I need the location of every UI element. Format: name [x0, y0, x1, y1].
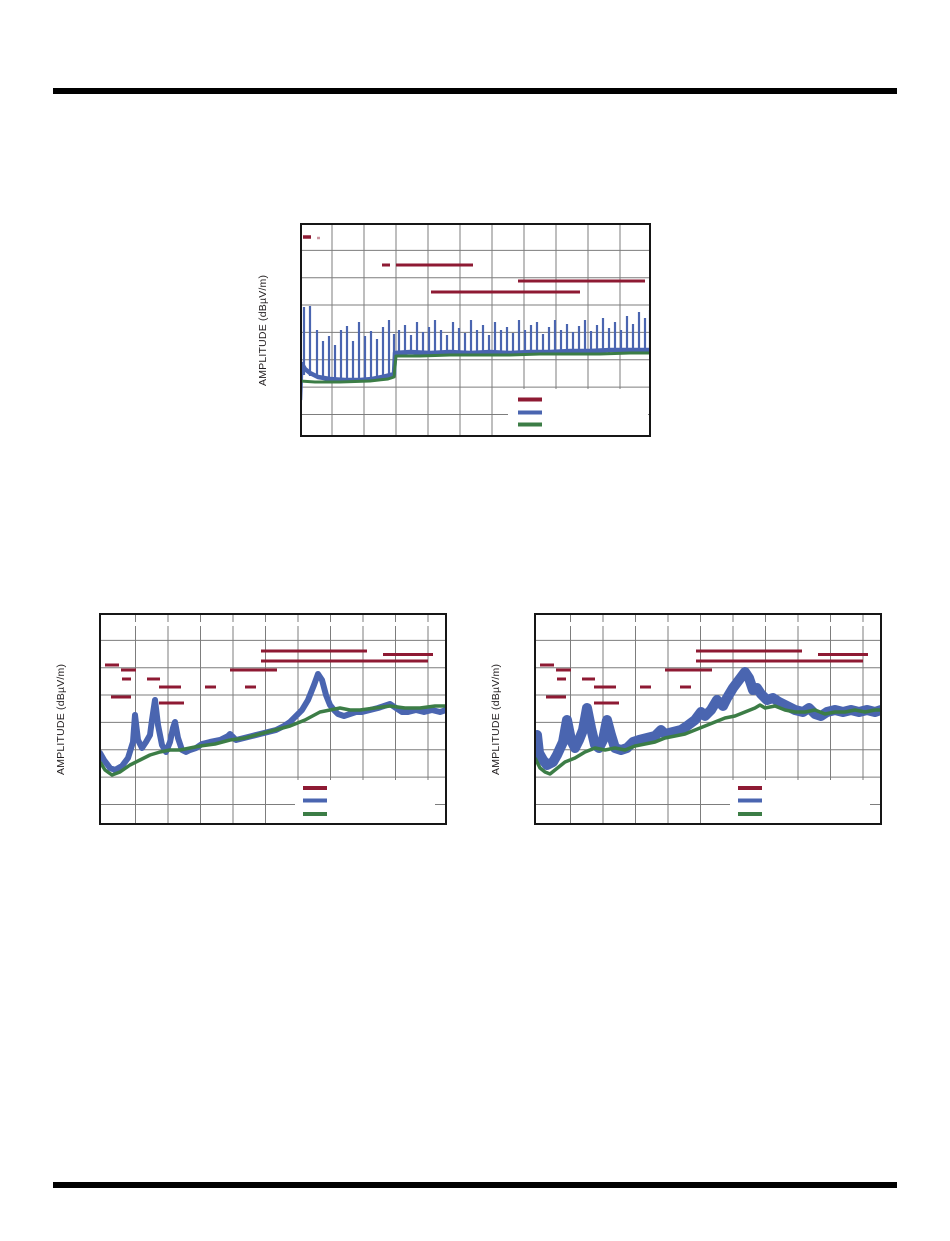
chart3-y-axis-label: AMPLITUDE (dBµV/m)	[490, 663, 502, 775]
emi-plot-svg	[300, 223, 651, 437]
plot-border	[534, 613, 882, 825]
emi-plot-svg	[99, 613, 447, 825]
grid-lines	[300, 223, 651, 437]
chart1-y-axis-label: AMPLITUDE (dBµV/m)	[257, 274, 269, 386]
grid-lines	[534, 615, 882, 825]
blue-emission-trace	[300, 306, 651, 401]
emi-plot-bottom-left	[99, 613, 447, 825]
green-noise-floor-trace	[99, 704, 446, 777]
limit-line-segments	[540, 649, 868, 705]
header-rule	[53, 88, 897, 94]
limit-line-segments	[105, 649, 433, 705]
legend	[508, 389, 648, 435]
chart2-y-axis-label: AMPLITUDE (dBµV/m)	[55, 663, 67, 775]
limit-line-segments	[303, 235, 645, 294]
green-noise-floor-trace	[300, 351, 651, 384]
emi-plot-bottom-right	[534, 613, 882, 825]
legend	[295, 780, 435, 823]
legend	[730, 780, 870, 823]
emi-plot-svg	[534, 613, 882, 825]
blue-emission-trace	[534, 667, 882, 770]
emi-plot-top	[300, 223, 651, 437]
plot-border	[99, 613, 447, 825]
plot-border	[300, 223, 651, 437]
footer-rule	[53, 1182, 897, 1188]
green-noise-floor-trace	[534, 703, 881, 776]
